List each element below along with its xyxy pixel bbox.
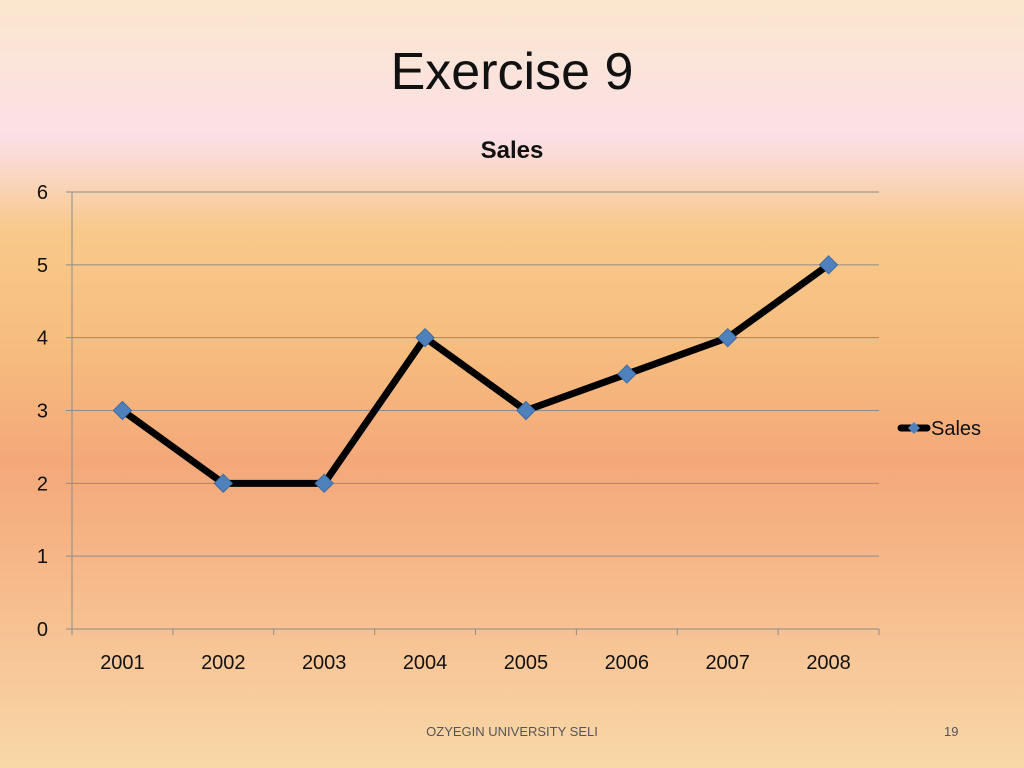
- y-tick-label: 6: [37, 182, 48, 204]
- x-tick-label: 2006: [605, 652, 650, 674]
- x-tick-label: 2007: [705, 652, 750, 674]
- y-tick-label: 1: [37, 546, 48, 568]
- y-tick-label: 0: [37, 619, 48, 641]
- data-point-marker: [415, 327, 435, 348]
- y-tick-label: 2: [37, 473, 48, 495]
- y-tick-label: 3: [37, 401, 48, 423]
- data-point-marker: [213, 473, 234, 494]
- slide-title: Exercise 9: [390, 43, 634, 101]
- series-layer: [112, 255, 839, 494]
- footer-text: OZYEGIN UNIVERSITY SELI: [426, 724, 598, 739]
- x-tick-label: 2002: [201, 652, 246, 674]
- gridlines: [72, 191, 879, 557]
- slide-number: 19: [944, 724, 959, 739]
- data-point-marker: [818, 255, 839, 275]
- x-tick-label: 2001: [100, 652, 145, 674]
- legend-label: Sales: [931, 418, 981, 440]
- data-point-marker: [112, 400, 133, 421]
- legend-marker-swatch: [908, 422, 920, 434]
- x-tick-label: 2008: [806, 652, 851, 674]
- x-tick-label: 2005: [504, 652, 549, 674]
- data-point-marker: [314, 473, 334, 494]
- data-point-marker: [516, 400, 536, 421]
- y-tick-label: 4: [37, 328, 48, 350]
- x-tick-label: 2003: [302, 652, 347, 674]
- data-point-marker: [717, 327, 738, 348]
- data-point-marker: [617, 364, 637, 384]
- chart-title: Sales: [481, 137, 544, 164]
- legend: Sales: [897, 418, 981, 440]
- axes: 0 1 2 3 4 5 6 2001 2002 2003 2004 2005 2006 2007 2008: [37, 182, 880, 674]
- x-tick-label: 2004: [403, 652, 448, 674]
- series-line: [118, 261, 833, 487]
- y-tick-label: 5: [37, 255, 48, 277]
